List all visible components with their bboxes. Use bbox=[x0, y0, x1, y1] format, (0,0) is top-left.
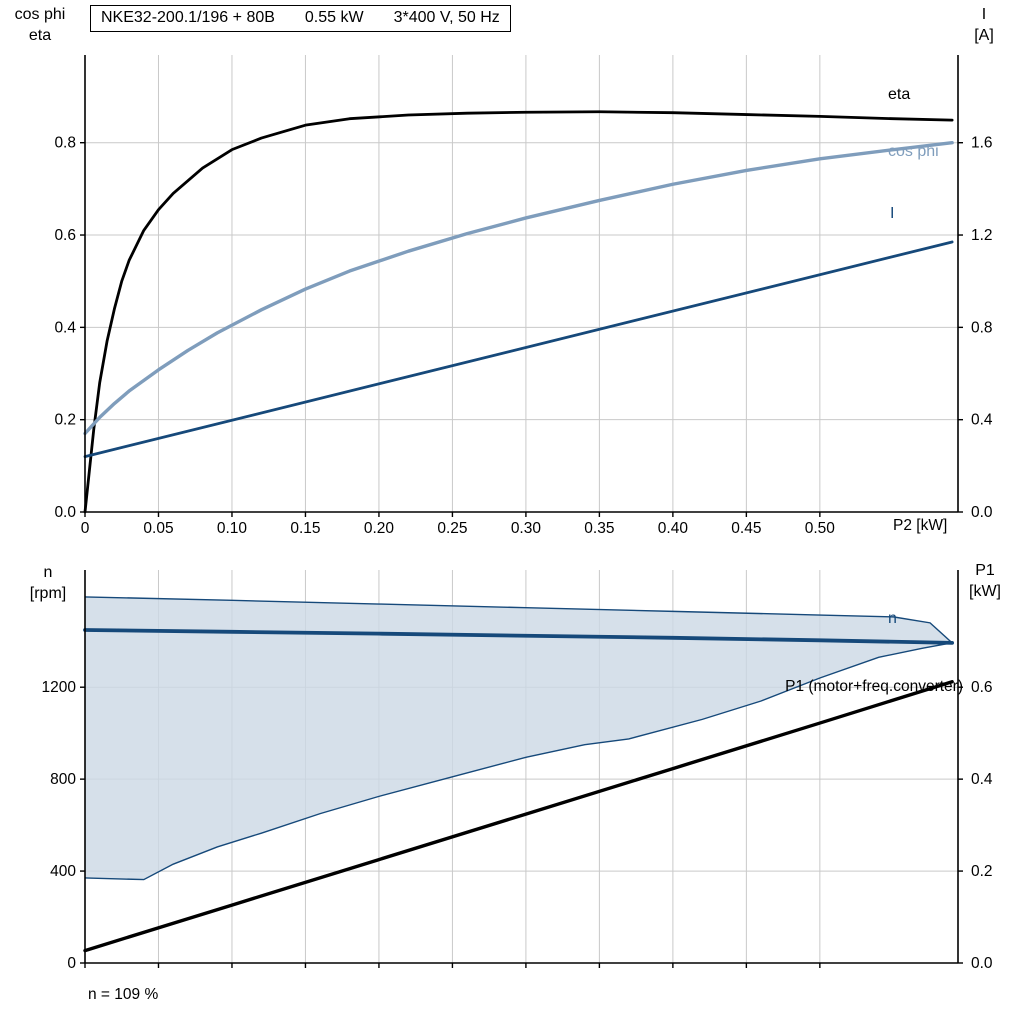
series-n bbox=[83, 628, 955, 645]
current-unit-label: [A] bbox=[974, 27, 994, 44]
y-right-tick-label: 0.2 bbox=[971, 863, 993, 880]
x-tick-label: 0.30 bbox=[511, 520, 542, 537]
y-right-tick-label: 0.0 bbox=[971, 955, 993, 972]
bottom-left-axis-title: n [rpm] bbox=[13, 562, 83, 604]
x-tick-label: 0.45 bbox=[731, 520, 761, 537]
series-p1-motor-freq-converter bbox=[83, 679, 954, 953]
x-tick-label: 0.05 bbox=[143, 520, 173, 537]
y-right-tick-label: 0.4 bbox=[971, 771, 993, 788]
speed-axis-label: n bbox=[43, 564, 53, 581]
pump-voltage-label: 3*400 V, 50 Hz bbox=[393, 9, 500, 26]
y-left-tick-label: 0.8 bbox=[54, 135, 76, 152]
x-tick-label: 0.35 bbox=[584, 520, 614, 537]
speed-range-lower-boundary bbox=[84, 642, 953, 881]
x-tick-label: 0.10 bbox=[217, 520, 248, 537]
y-right-tick-label: 0.4 bbox=[971, 412, 993, 429]
top-left-axis-title: cos phi eta bbox=[4, 4, 76, 46]
top-right-axis-title: I [A] bbox=[952, 4, 1016, 46]
y-right-tick-label: 0.0 bbox=[971, 504, 993, 521]
series-eta bbox=[83, 110, 954, 514]
pump-power-label: 0.55 kW bbox=[304, 9, 364, 26]
y-left-tick-label: 400 bbox=[50, 863, 76, 880]
cos-phi-curve-label: cos phi bbox=[888, 143, 939, 160]
eta-axis-label: eta bbox=[28, 27, 52, 44]
speed-curve-label: n bbox=[888, 610, 897, 627]
y-right-tick-label: 0.6 bbox=[971, 679, 993, 696]
y-right-tick-label: 1.2 bbox=[971, 227, 993, 244]
y-left-tick-label: 0.2 bbox=[54, 412, 76, 429]
y-left-tick-label: 0.4 bbox=[54, 319, 76, 336]
top-x-axis-title: P2 [kW] bbox=[893, 517, 948, 534]
speed-range-upper-boundary bbox=[84, 596, 953, 644]
x-tick-label: 0 bbox=[81, 520, 90, 537]
speed-percentage-note: n = 109 % bbox=[88, 986, 159, 1003]
cos-phi-axis-label: cos phi bbox=[14, 6, 66, 23]
x-tick-label: 0.25 bbox=[437, 520, 467, 537]
x-tick-label: 0.20 bbox=[364, 520, 395, 537]
series-cos-phi bbox=[83, 141, 954, 436]
pump-model-label: NKE32-200.1/196 + 80B bbox=[101, 9, 275, 26]
x-tick-label: 0.15 bbox=[290, 520, 320, 537]
y-right-tick-label: 0.8 bbox=[971, 319, 993, 336]
y-right-tick-label: 1.6 bbox=[971, 135, 993, 152]
x-tick-label: 0.40 bbox=[658, 520, 689, 537]
bottom-right-axis-title: P1 [kW] bbox=[953, 560, 1017, 602]
p1-unit-label: [kW] bbox=[969, 583, 1001, 600]
series-i bbox=[83, 240, 954, 459]
x-tick-label: 0.50 bbox=[805, 520, 836, 537]
y-left-tick-label: 800 bbox=[50, 771, 76, 788]
p1-axis-label: P1 bbox=[975, 562, 995, 579]
y-left-tick-label: 1200 bbox=[42, 679, 77, 696]
current-axis-label: I bbox=[981, 6, 987, 23]
y-left-tick-label: 0 bbox=[67, 955, 76, 972]
speed-unit-label: [rpm] bbox=[29, 585, 67, 602]
p1-curve-label: P1 (motor+freq.converter) bbox=[785, 678, 963, 695]
speed-range-area bbox=[85, 596, 953, 880]
eta-curve-label: eta bbox=[888, 86, 911, 103]
p2-performance-chart: 0 0.05 0.10 0.15 0.20 0.25 0.30 0.35 0.40 0.45 0.5… bbox=[54, 55, 993, 537]
current-curve-label: I bbox=[890, 205, 895, 222]
y-left-tick-label: 0.6 bbox=[54, 227, 76, 244]
pump-title-box: NKE32-200.1/196 + 80B 0.55 kW 3*400 V, 5… bbox=[90, 5, 511, 32]
speed-power-chart: 0 400 800 1200 0.0 0.2 0.4 0.6 bbox=[42, 570, 993, 972]
y-left-tick-label: 0.0 bbox=[54, 504, 76, 521]
